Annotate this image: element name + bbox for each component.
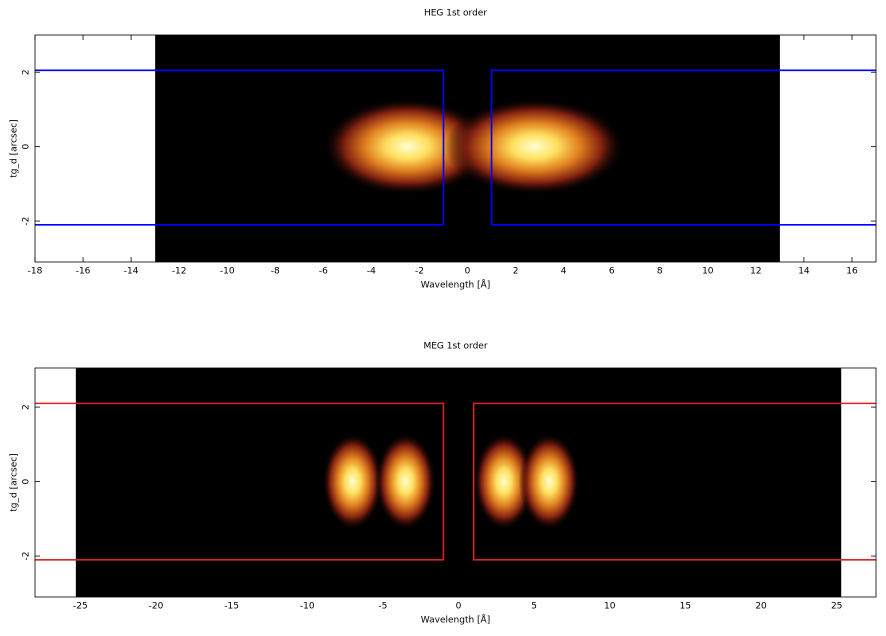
y-tick-label: 2: [22, 404, 32, 410]
x-tick-label: 4: [561, 267, 567, 277]
panel: -18 -16 -14 -12 -10 -8 -6 -4 -2 0 2 4 6 8 10 12 14 16 -2 0 2…: [10, 9, 877, 291]
x-tick-label: 14: [798, 267, 810, 277]
y-tick-label: 0: [22, 144, 32, 150]
region: [490, 69, 876, 226]
y-axis-label: tg_d [arcsec]: [10, 119, 20, 177]
region: [35, 402, 445, 561]
x-tick-label: -5: [378, 602, 387, 612]
x-tick-label: 15: [680, 602, 691, 612]
x-tick-label: 25: [831, 602, 842, 612]
x-tick-label: -10: [300, 602, 315, 612]
emission-peak: [473, 433, 535, 530]
region: [472, 402, 876, 561]
plot-area: [35, 368, 876, 597]
chart-title: MEG 1st order: [423, 342, 487, 352]
chart-title: HEG 1st order: [424, 9, 487, 19]
x-tick-label: -20: [149, 602, 164, 612]
axes-frame: [34, 367, 877, 598]
x-axis-label: Wavelength [Å]: [421, 279, 490, 291]
emission-peak: [323, 98, 492, 196]
x-tick-label: -2: [415, 267, 424, 277]
x-tick-label: 12: [750, 267, 761, 277]
y-axis-label: tg_d [arcsec]: [10, 453, 20, 511]
x-tick-label: 0: [456, 602, 462, 612]
x-axis-label: Wavelength [Å]: [421, 614, 490, 626]
y-tick-label: 2: [22, 69, 32, 75]
x-tick-label: -6: [319, 267, 328, 277]
y-tick-label: -2: [22, 217, 32, 226]
x-tick-label: 8: [657, 267, 663, 277]
image: [75, 368, 842, 597]
x-tick-label: -12: [172, 267, 187, 277]
x-tick-label: 6: [609, 267, 615, 277]
x-tick-label: 5: [531, 602, 537, 612]
x-tick-label: 20: [755, 602, 767, 612]
emission-peak: [375, 433, 436, 530]
x-tick-label: -16: [76, 267, 91, 277]
region: [35, 69, 445, 226]
x-tick-label: 2: [513, 267, 519, 277]
axes-frame: [34, 34, 877, 263]
x-tick-label: 0: [465, 267, 471, 277]
emission-peak: [444, 98, 625, 196]
x-tick-label: -14: [124, 267, 139, 277]
x-tick-label: 10: [702, 267, 714, 277]
x-tick-label: -10: [220, 267, 235, 277]
x-tick-label: -25: [73, 602, 88, 612]
x-tick-label: -15: [224, 602, 239, 612]
x-tick-label: -8: [271, 267, 280, 277]
y-tick-label: 0: [22, 478, 32, 484]
x-tick-label: 10: [604, 602, 616, 612]
x-tick-label: -18: [28, 267, 43, 277]
plot-area: [35, 35, 876, 262]
y-tick-label: -2: [22, 552, 32, 561]
x-tick-label: -4: [367, 267, 376, 277]
x-tick-label: 16: [846, 267, 858, 277]
emission-peak: [322, 433, 383, 530]
emission-peak: [519, 433, 580, 530]
